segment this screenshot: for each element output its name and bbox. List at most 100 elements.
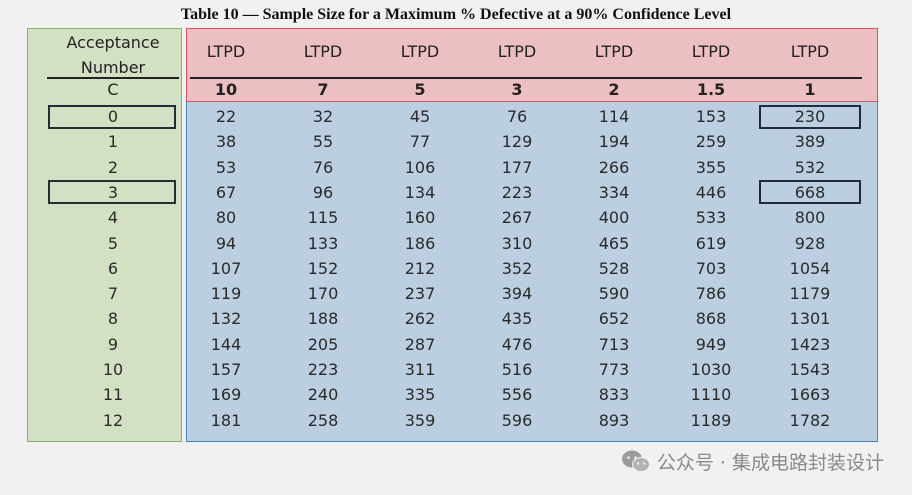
sample-size-cell: 230 — [794, 107, 826, 126]
sample-size-cell: 713 — [598, 334, 630, 354]
acceptance-number-header: Acceptance Number — [47, 30, 179, 80]
ltpd-label: LTPD — [400, 42, 440, 61]
sample-size-cell: 652 — [598, 309, 630, 329]
sample-size-cell: 181 — [210, 410, 242, 430]
sample-size-cell: 157 — [210, 360, 242, 379]
sample-size-cell: 928 — [794, 233, 826, 253]
acceptance-number: 8 — [107, 309, 119, 329]
ltpd-label: LTPD — [594, 42, 634, 61]
sample-size-cell: 266 — [598, 157, 630, 177]
sample-size-cell: 77 — [409, 132, 431, 152]
sample-size-cell: 170 — [307, 284, 339, 304]
sample-size-cell: 205 — [307, 334, 339, 354]
sample-size-cell: 465 — [598, 233, 630, 253]
sample-size-cell: 106 — [404, 157, 436, 177]
acceptance-header-line-1: Acceptance — [66, 33, 160, 52]
sample-size-cell: 94 — [215, 233, 237, 253]
acceptance-number: 7 — [107, 284, 119, 304]
acceptance-panel — [27, 28, 182, 442]
sample-size-cell: 389 — [794, 132, 826, 152]
sample-size-cell: 153 — [695, 107, 727, 126]
sample-size-cell: 115 — [307, 208, 339, 228]
sample-size-cell: 400 — [598, 208, 630, 228]
sample-size-cell: 619 — [695, 233, 727, 253]
sample-size-cell: 240 — [307, 385, 339, 405]
sample-size-cell: 129 — [501, 132, 533, 152]
cell-highlight-box — [759, 180, 861, 205]
ltpd-value: 10 — [214, 80, 238, 99]
sample-size-cell: 188 — [307, 309, 339, 329]
sample-size-cell: 800 — [794, 208, 826, 228]
ltpd-divider — [190, 77, 862, 79]
sample-size-cell: 1189 — [690, 410, 732, 430]
ltpd-label: LTPD — [497, 42, 537, 61]
sample-size-cell: 223 — [307, 360, 339, 379]
sample-size-cell: 668 — [794, 182, 826, 202]
ltpd-value: 1.5 — [696, 80, 726, 99]
acceptance-number: 11 — [102, 385, 124, 405]
sample-size-cell: 262 — [404, 309, 436, 329]
acceptance-highlight-box — [48, 104, 176, 129]
sample-size-cell: 590 — [598, 284, 630, 304]
watermark: 公众号 · 集成电路封装设计 — [621, 446, 884, 476]
sample-size-cell: 311 — [404, 360, 436, 379]
sample-size-cell: 223 — [501, 182, 533, 202]
table-title: Table 10 — Sample Size for a Maximum % D… — [180, 6, 732, 23]
sample-size-cell: 359 — [404, 410, 436, 430]
sample-size-cell: 310 — [501, 233, 533, 253]
sample-size-cell: 32 — [312, 107, 334, 126]
sample-size-cell: 67 — [215, 182, 237, 202]
sample-size-cell: 446 — [695, 182, 727, 202]
sample-size-cell: 868 — [695, 309, 727, 329]
c-label: C — [107, 80, 119, 99]
sample-size-cell: 22 — [215, 107, 237, 126]
sample-size-cell: 476 — [501, 334, 533, 354]
sample-size-cell: 435 — [501, 309, 533, 329]
sample-size-cell: 703 — [695, 258, 727, 278]
sample-size-cell: 259 — [695, 132, 727, 152]
sample-size-cell: 1110 — [690, 385, 732, 405]
sample-size-cell: 355 — [695, 157, 727, 177]
sample-size-cell: 833 — [598, 385, 630, 405]
sample-size-cell: 237 — [404, 284, 436, 304]
sample-size-cell: 949 — [695, 334, 727, 354]
acceptance-number: 5 — [107, 233, 119, 253]
watermark-text: 公众号 · 集成电路封装设计 — [656, 451, 884, 474]
sample-size-cell: 133 — [307, 233, 339, 253]
sample-size-cell: 1054 — [789, 258, 831, 278]
sample-size-cell: 1179 — [789, 284, 831, 304]
sample-size-cell: 212 — [404, 258, 436, 278]
sample-size-cell: 53 — [215, 157, 237, 177]
acceptance-header-line-2: Number — [80, 58, 146, 77]
sample-size-cell: 528 — [598, 258, 630, 278]
sample-size-cell: 76 — [506, 107, 528, 126]
ltpd-value: 5 — [414, 80, 426, 99]
sample-size-cell: 394 — [501, 284, 533, 304]
acceptance-divider — [47, 77, 179, 79]
acceptance-number: 2 — [107, 157, 119, 177]
sample-size-cell: 335 — [404, 385, 436, 405]
sample-size-cell: 134 — [404, 182, 436, 202]
ltpd-value: 2 — [608, 80, 620, 99]
acceptance-number: 9 — [107, 334, 119, 354]
sample-size-cell: 267 — [501, 208, 533, 228]
acceptance-number: 4 — [107, 208, 119, 228]
wechat-icon — [621, 450, 650, 472]
sample-size-cell: 107 — [210, 258, 242, 278]
acceptance-number: 6 — [107, 258, 119, 278]
sample-size-cell: 96 — [312, 182, 334, 202]
sample-size-cell: 516 — [501, 360, 533, 379]
sample-size-cell: 177 — [501, 157, 533, 177]
acceptance-number: 10 — [102, 360, 124, 379]
sample-size-cell: 893 — [598, 410, 630, 430]
ltpd-value: 1 — [804, 80, 816, 99]
sample-size-panel — [186, 102, 878, 442]
ltpd-value: 3 — [511, 80, 523, 99]
sample-size-cell: 186 — [404, 233, 436, 253]
sample-size-cell: 194 — [598, 132, 630, 152]
sample-size-cell: 556 — [501, 385, 533, 405]
sample-size-cell: 773 — [598, 360, 630, 379]
sample-size-cell: 169 — [210, 385, 242, 405]
sample-size-cell: 1301 — [789, 309, 831, 329]
sample-size-cell: 114 — [598, 107, 630, 126]
